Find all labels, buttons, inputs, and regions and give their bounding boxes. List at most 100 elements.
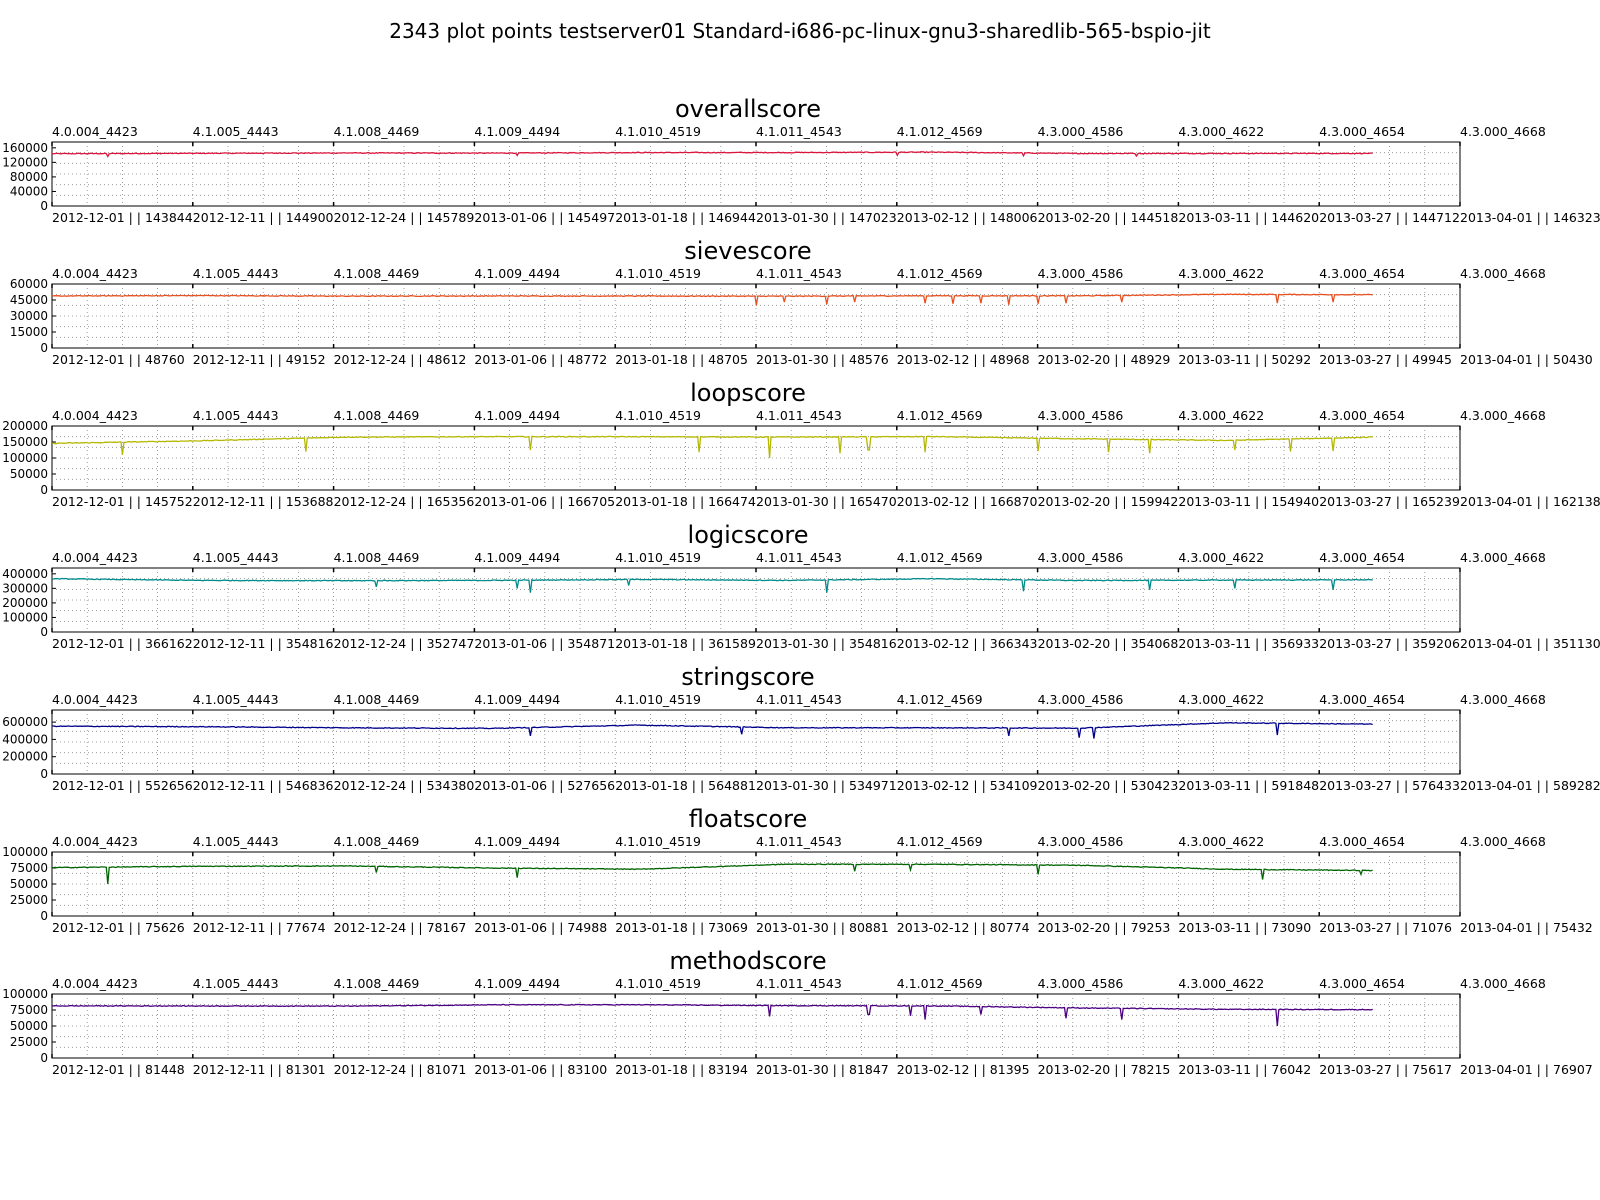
bottom-tick-label: 2013-01-18 | | 361589 <box>615 636 756 651</box>
bottom-tick-label: 2012-12-24 | | 352747 <box>334 636 475 651</box>
top-tick-label: 4.1.005_4443 <box>193 692 279 707</box>
top-tick-label: 4.3.000_4668 <box>1460 834 1546 849</box>
top-tick-label: 4.3.000_4668 <box>1460 408 1546 423</box>
bottom-tick-label: 2013-03-27 | | 144712 <box>1319 210 1460 225</box>
bottom-tick-label: 2012-12-11 | | 81301 <box>193 1062 326 1077</box>
top-tick-label: 4.1.009_4494 <box>474 834 560 849</box>
y-tick-label: 150000 <box>2 435 48 449</box>
y-tick-label: 25000 <box>10 1035 48 1049</box>
series-line-stringscore <box>51 721 1373 739</box>
bottom-tick-label: 2013-02-12 | | 81395 <box>897 1062 1030 1077</box>
y-tick-label: 0 <box>40 341 48 355</box>
bottom-tick-label: 2013-03-27 | | 576433 <box>1319 778 1460 793</box>
bottom-tick-label: 2012-12-11 | | 49152 <box>193 352 326 367</box>
top-tick-label: 4.1.005_4443 <box>193 124 279 139</box>
top-tick-label: 4.0.004_4423 <box>52 550 138 565</box>
bottom-tick-label: 2012-12-11 | | 153688 <box>193 494 334 509</box>
top-tick-label: 4.1.008_4469 <box>334 124 420 139</box>
y-tick-label: 400000 <box>2 567 48 581</box>
top-tick-label: 4.1.011_4543 <box>756 834 842 849</box>
y-tick-label: 200000 <box>2 750 48 764</box>
series-line-floatscore <box>52 863 1373 885</box>
bottom-tick-label: 2012-12-24 | | 534380 <box>334 778 475 793</box>
top-tick-label: 4.3.000_4668 <box>1460 976 1546 991</box>
y-tick-label: 50000 <box>10 1019 48 1033</box>
top-tick-label: 4.0.004_4423 <box>52 408 138 423</box>
y-tick-label: 45000 <box>10 293 48 307</box>
bottom-tick-label: 2013-04-01 | | 75432 <box>1460 920 1593 935</box>
bottom-tick-label: 2012-12-11 | | 144900 <box>193 210 334 225</box>
chart-panel-sievescore: sievescore 0 15000 30000 45000 60000 4.0.004_4… <box>10 237 1593 367</box>
top-tick-label: 4.1.010_4519 <box>615 834 701 849</box>
top-tick-label: 4.1.012_4569 <box>897 976 983 991</box>
bottom-tick-label: 2013-01-18 | | 146944 <box>615 210 756 225</box>
y-tick-label: 75000 <box>10 861 48 875</box>
y-tick-label: 80000 <box>10 170 48 184</box>
top-tick-label: 4.1.009_4494 <box>474 408 560 423</box>
top-tick-label: 4.1.011_4543 <box>756 692 842 707</box>
bottom-tick-label: 2013-04-01 | | 162138 <box>1460 494 1600 509</box>
top-tick-label: 4.3.000_4622 <box>1178 408 1264 423</box>
bottom-tick-label: 2013-01-06 | | 145497 <box>474 210 615 225</box>
top-tick-label: 4.0.004_4423 <box>52 266 138 281</box>
y-tick-label: 100000 <box>2 610 48 624</box>
top-tick-label: 4.3.000_4622 <box>1178 976 1264 991</box>
bottom-tick-label: 2013-01-06 | | 74988 <box>474 920 607 935</box>
top-tick-label: 4.3.000_4668 <box>1460 124 1546 139</box>
y-tick-label: 40000 <box>10 184 48 198</box>
top-tick-label: 4.3.000_4668 <box>1460 692 1546 707</box>
top-tick-label: 4.1.012_4569 <box>897 834 983 849</box>
bottom-tick-label: 2012-12-24 | | 78167 <box>334 920 467 935</box>
top-tick-label: 4.1.012_4569 <box>897 266 983 281</box>
y-tick-label: 100000 <box>2 987 48 1001</box>
top-tick-label: 4.1.011_4543 <box>756 266 842 281</box>
bottom-tick-label: 2013-04-01 | | 50430 <box>1460 352 1593 367</box>
top-tick-label: 4.3.000_4654 <box>1319 266 1405 281</box>
bottom-tick-label: 2013-02-12 | | 80774 <box>897 920 1030 935</box>
top-tick-label: 4.1.005_4443 <box>193 550 279 565</box>
bottom-tick-label: 2013-03-11 | | 76042 <box>1178 1062 1311 1077</box>
y-tick-label: 600000 <box>2 715 48 729</box>
top-tick-label: 4.3.000_4586 <box>1038 124 1124 139</box>
y-tick-label: 400000 <box>2 732 48 746</box>
top-tick-label: 4.1.005_4443 <box>193 976 279 991</box>
bottom-tick-label: 2013-01-30 | | 80881 <box>756 920 889 935</box>
top-tick-label: 4.1.010_4519 <box>615 408 701 423</box>
series-line-methodscore <box>51 1003 1373 1027</box>
bottom-tick-label: 2012-12-24 | | 145789 <box>334 210 475 225</box>
y-tick-label: 50000 <box>10 877 48 891</box>
top-tick-label: 4.3.000_4654 <box>1319 124 1405 139</box>
bottom-tick-label: 2013-04-01 | | 589282 <box>1460 778 1600 793</box>
bottom-tick-label: 2012-12-11 | | 546836 <box>193 778 334 793</box>
bottom-tick-label: 2013-02-20 | | 78215 <box>1038 1062 1171 1077</box>
top-tick-label: 4.3.000_4622 <box>1178 124 1264 139</box>
top-tick-label: 4.3.000_4586 <box>1038 834 1124 849</box>
chart-title: methodscore <box>669 947 826 975</box>
bottom-tick-label: 2013-02-20 | | 48929 <box>1038 352 1171 367</box>
top-tick-label: 4.0.004_4423 <box>52 976 138 991</box>
top-tick-label: 4.3.000_4668 <box>1460 266 1546 281</box>
y-tick-label: 0 <box>40 767 48 781</box>
top-tick-label: 4.3.000_4668 <box>1460 550 1546 565</box>
top-tick-label: 4.3.000_4586 <box>1038 408 1124 423</box>
top-tick-label: 4.3.000_4586 <box>1038 976 1124 991</box>
y-tick-label: 15000 <box>10 325 48 339</box>
bottom-tick-label: 2013-03-27 | | 165239 <box>1319 494 1460 509</box>
top-tick-label: 4.1.011_4543 <box>756 124 842 139</box>
series-line-loopscore <box>51 435 1373 459</box>
top-tick-label: 4.1.008_4469 <box>334 408 420 423</box>
top-tick-label: 4.1.012_4569 <box>897 692 983 707</box>
bottom-tick-label: 2013-02-12 | | 366343 <box>897 636 1038 651</box>
chart-panel-stringscore: stringscore 0 200000 400000 600000 4.0.004_44… <box>2 663 1600 793</box>
bottom-tick-label: 2013-01-06 | | 83100 <box>474 1062 607 1077</box>
bottom-tick-label: 2013-01-18 | | 73069 <box>615 920 748 935</box>
bottom-tick-label: 2012-12-01 | | 143844 <box>52 210 193 225</box>
bottom-tick-label: 2013-01-30 | | 81847 <box>756 1062 889 1077</box>
series-line-logicscore <box>51 577 1373 593</box>
y-tick-label: 30000 <box>10 309 48 323</box>
chart-panel-methodscore: methodscore 0 25000 50000 75000 100000 4.0.004… <box>2 947 1593 1077</box>
top-tick-label: 4.3.000_4654 <box>1319 976 1405 991</box>
